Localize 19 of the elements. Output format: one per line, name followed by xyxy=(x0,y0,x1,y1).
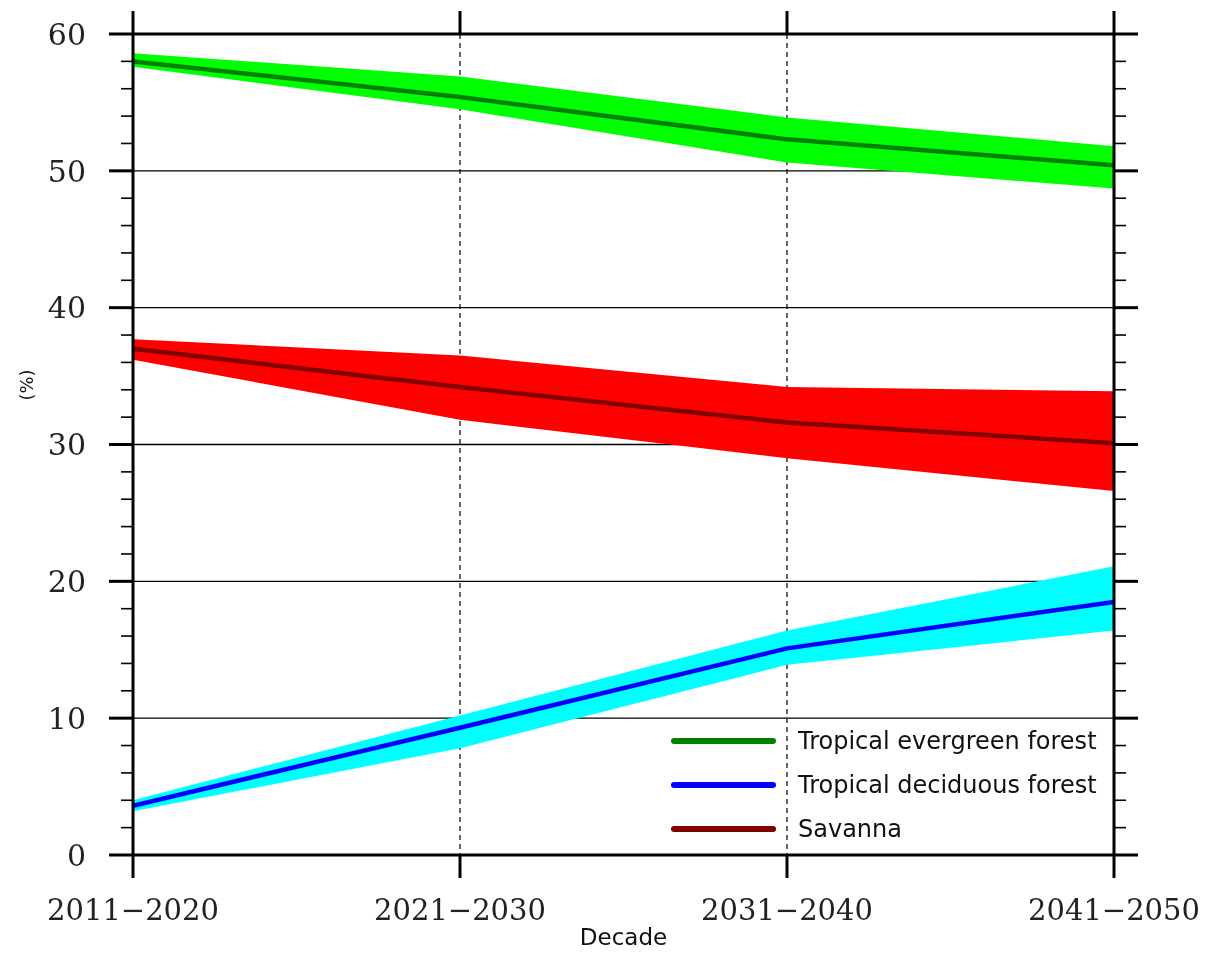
x-axis-title: Decade xyxy=(579,924,668,951)
y-tick-label: 20 xyxy=(47,564,86,600)
x-tick-label: 2021−2030 xyxy=(374,893,546,927)
legend-label: Savanna xyxy=(798,815,902,843)
line-series xyxy=(133,599,1114,808)
y-tick-label: 40 xyxy=(47,290,86,326)
legend-label: Tropical evergreen forest xyxy=(798,727,1097,755)
y-tick-label: 30 xyxy=(47,427,86,463)
x-tick-label: 2031−2040 xyxy=(701,893,873,927)
y-axis-title: (%) xyxy=(16,368,37,401)
line-series xyxy=(133,59,1114,168)
y-tick-label: 60 xyxy=(47,16,86,52)
y-tick-label: 10 xyxy=(47,700,86,736)
y-tick-label: 0 xyxy=(66,837,86,873)
y-tick-label: 50 xyxy=(47,153,86,189)
x-tick-label: 2011−2020 xyxy=(47,893,219,927)
x-tick-label: 2041−2050 xyxy=(1028,893,1200,927)
line-series xyxy=(133,346,1114,446)
legend-label: Tropical deciduous forest xyxy=(798,771,1097,799)
